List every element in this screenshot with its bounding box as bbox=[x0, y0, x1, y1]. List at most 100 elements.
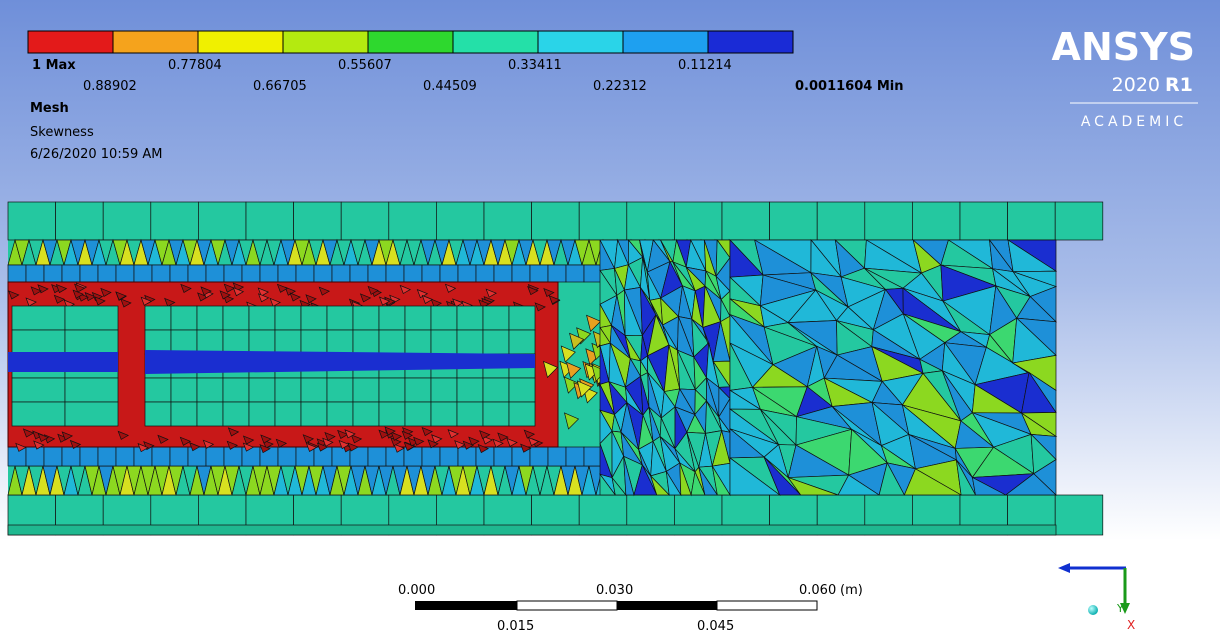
legend-swatch bbox=[623, 31, 708, 53]
mesh-element bbox=[8, 265, 26, 282]
mesh-element bbox=[353, 402, 379, 426]
mesh-element bbox=[249, 378, 275, 402]
mesh-element bbox=[579, 202, 627, 240]
mesh-element bbox=[440, 265, 458, 282]
mesh-element bbox=[278, 447, 296, 466]
mesh-element bbox=[152, 265, 170, 282]
mesh-element bbox=[457, 402, 483, 426]
mesh-element bbox=[44, 447, 62, 466]
mesh-element bbox=[457, 330, 483, 354]
mesh-element bbox=[294, 202, 342, 240]
mesh-element bbox=[223, 378, 249, 402]
mesh-view bbox=[8, 202, 1103, 535]
mesh-element bbox=[405, 402, 431, 426]
legend-label: 0.77804 bbox=[168, 58, 222, 73]
mesh-element bbox=[170, 447, 188, 466]
mesh-element bbox=[197, 378, 223, 402]
mesh-element bbox=[350, 265, 368, 282]
mesh-element bbox=[260, 265, 278, 282]
logo-edition: ACADEMIC bbox=[1081, 114, 1187, 130]
mesh-element bbox=[494, 447, 512, 466]
info-quantity: Skewness bbox=[30, 125, 94, 140]
mesh-element bbox=[134, 265, 152, 282]
mesh-element bbox=[296, 265, 314, 282]
mesh-element bbox=[770, 202, 818, 240]
mesh-element bbox=[405, 378, 431, 402]
mesh-element bbox=[145, 306, 171, 330]
mesh-element bbox=[674, 202, 722, 240]
mesh-element bbox=[151, 202, 199, 240]
legend-label: 0.55607 bbox=[338, 58, 392, 73]
mesh-element bbox=[584, 447, 602, 466]
mesh-element bbox=[332, 265, 350, 282]
legend-swatch bbox=[708, 31, 793, 53]
mesh-element bbox=[98, 447, 116, 466]
legend-swatch bbox=[453, 31, 538, 53]
mesh-element bbox=[8, 352, 118, 372]
mesh-element bbox=[327, 330, 353, 354]
mesh-element bbox=[206, 265, 224, 282]
legend-swatch bbox=[538, 31, 623, 53]
mesh-element bbox=[171, 402, 197, 426]
mesh-element bbox=[484, 202, 532, 240]
mesh-element bbox=[379, 378, 405, 402]
mesh-element bbox=[197, 306, 223, 330]
mesh-element bbox=[224, 447, 242, 466]
legend-label: 0.44509 bbox=[423, 79, 477, 94]
mesh-element bbox=[171, 306, 197, 330]
mesh-element bbox=[116, 265, 134, 282]
scale-label: 0.030 bbox=[596, 583, 633, 598]
mesh-element bbox=[152, 447, 170, 466]
mesh-element bbox=[440, 447, 458, 466]
mesh-element bbox=[170, 265, 188, 282]
mesh-element bbox=[1055, 495, 1103, 535]
mesh-element bbox=[197, 402, 223, 426]
mesh-element bbox=[56, 202, 104, 240]
mesh-element bbox=[116, 447, 134, 466]
mesh-element bbox=[431, 306, 457, 330]
mesh-element bbox=[62, 265, 80, 282]
legend-swatch bbox=[368, 31, 453, 53]
mesh-element bbox=[457, 306, 483, 330]
mesh-element bbox=[548, 265, 566, 282]
mesh-element bbox=[389, 202, 437, 240]
mesh-element bbox=[353, 378, 379, 402]
mesh-element bbox=[368, 265, 386, 282]
triad-label: X bbox=[1127, 618, 1135, 632]
mesh-element bbox=[327, 402, 353, 426]
mesh-element bbox=[532, 202, 580, 240]
mesh-element bbox=[431, 402, 457, 426]
scale-label: 0.000 bbox=[398, 583, 435, 598]
mesh-element bbox=[275, 402, 301, 426]
mesh-element bbox=[314, 265, 332, 282]
legend-bar bbox=[28, 31, 793, 53]
mesh-element bbox=[458, 265, 476, 282]
mesh-element bbox=[65, 306, 118, 330]
mesh-element bbox=[379, 330, 405, 354]
mesh-element bbox=[98, 265, 116, 282]
legend-label: 0.33411 bbox=[508, 58, 562, 73]
mesh-element bbox=[494, 265, 512, 282]
mesh-element bbox=[275, 306, 301, 330]
mesh-element bbox=[65, 402, 118, 426]
mesh-element bbox=[422, 447, 440, 466]
mesh-element bbox=[530, 265, 548, 282]
logo-year: 2020 bbox=[1112, 74, 1160, 96]
mesh-element bbox=[353, 306, 379, 330]
mesh-element bbox=[301, 306, 327, 330]
mesh-element bbox=[26, 265, 44, 282]
mesh-element bbox=[65, 330, 118, 354]
mesh-element bbox=[341, 202, 389, 240]
mesh-element bbox=[301, 330, 327, 354]
scale-segment bbox=[517, 601, 617, 610]
mesh-element bbox=[431, 330, 457, 354]
mesh-element bbox=[223, 402, 249, 426]
mesh-element bbox=[12, 306, 65, 330]
mesh-element bbox=[65, 378, 118, 402]
mesh-element bbox=[386, 265, 404, 282]
mesh-element bbox=[509, 402, 535, 426]
mesh-element bbox=[476, 265, 494, 282]
mesh-element bbox=[26, 447, 44, 466]
mesh-element bbox=[912, 202, 960, 240]
info-timestamp: 6/26/2020 10:59 AM bbox=[30, 147, 163, 162]
